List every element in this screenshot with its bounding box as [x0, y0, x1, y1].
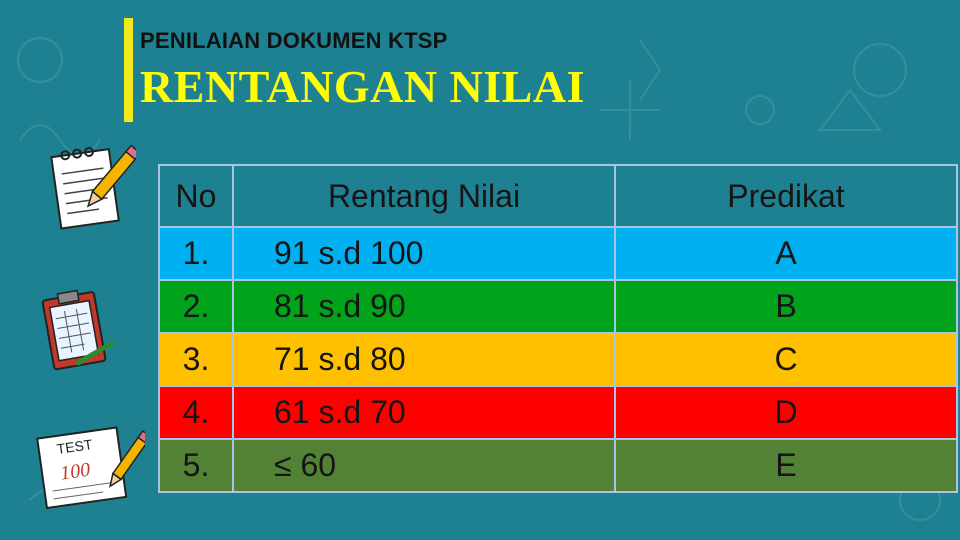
- row-no: 4.: [158, 385, 234, 440]
- row-range: 71 s.d 80: [232, 332, 616, 387]
- row-predicate: C: [614, 332, 958, 387]
- notepad-pencil-icon: [50, 144, 136, 230]
- table-row: 4. 61 s.d 70 D: [158, 385, 958, 440]
- row-no: 3.: [158, 332, 234, 387]
- row-no: 5.: [158, 438, 234, 493]
- table-header-row: No Rentang Nilai Predikat: [158, 164, 958, 228]
- row-no: 1.: [158, 226, 234, 281]
- test-score: 100: [59, 459, 92, 485]
- table-row: 2. 81 s.d 90 B: [158, 279, 958, 334]
- table-row: 3. 71 s.d 80 C: [158, 332, 958, 387]
- test-paper-icon: TEST 100: [36, 426, 145, 510]
- row-no: 2.: [158, 279, 234, 334]
- row-predicate: D: [614, 385, 958, 440]
- row-predicate: B: [614, 279, 958, 334]
- row-range: 61 s.d 70: [232, 385, 616, 440]
- row-predicate: E: [614, 438, 958, 493]
- row-range: ≤ 60: [232, 438, 616, 493]
- clipboard-icon: [41, 289, 115, 371]
- slide-title: RENTANGAN NILAI: [140, 61, 585, 112]
- header-no: No: [158, 164, 234, 228]
- row-range: 91 s.d 100: [232, 226, 616, 281]
- slide-subtitle: PENILAIAN DOKUMEN KTSP: [140, 28, 448, 53]
- header-predicate: Predikat: [614, 164, 958, 228]
- test-label: TEST: [56, 436, 94, 457]
- header-range: Rentang Nilai: [232, 164, 616, 228]
- table-row: 1. 91 s.d 100 A: [158, 226, 958, 281]
- accent-bar: [124, 18, 133, 122]
- grade-range-table: No Rentang Nilai Predikat 1. 91 s.d 100 …: [158, 164, 958, 493]
- row-range: 81 s.d 90: [232, 279, 616, 334]
- table-row: 5. ≤ 60 E: [158, 438, 958, 493]
- row-predicate: A: [614, 226, 958, 281]
